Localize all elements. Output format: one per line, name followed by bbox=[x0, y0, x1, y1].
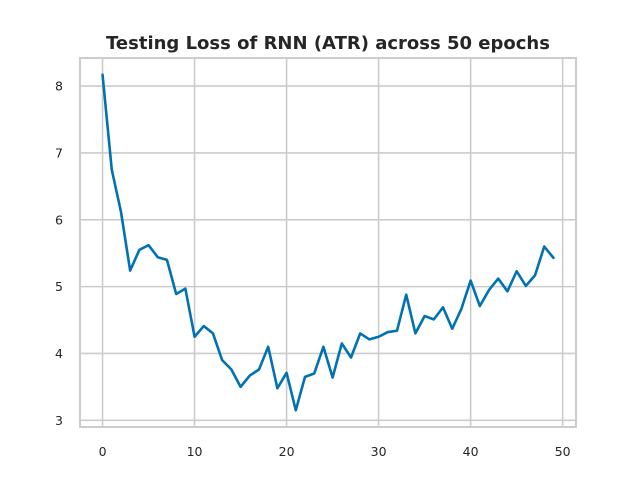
y-tick-label: 8 bbox=[55, 79, 63, 94]
y-tick-label: 5 bbox=[55, 279, 63, 294]
x-tick-label: 10 bbox=[187, 444, 203, 459]
series-layer bbox=[101, 73, 555, 412]
plot-frame bbox=[79, 57, 577, 428]
grid-lines bbox=[80, 58, 576, 427]
x-tick-label: 20 bbox=[279, 444, 295, 459]
y-tick-label: 7 bbox=[55, 145, 63, 160]
chart-title: Testing Loss of RNN (ATR) across 50 epoc… bbox=[106, 33, 550, 54]
y-axis-ticks: 3 4 5 6 7 8 bbox=[55, 79, 63, 428]
series-line bbox=[101, 73, 555, 412]
x-tick-label: 0 bbox=[99, 444, 107, 459]
x-tick-label: 50 bbox=[555, 444, 571, 459]
x-tick-label: 30 bbox=[371, 444, 387, 459]
y-tick-label: 6 bbox=[55, 212, 63, 227]
x-axis-ticks: 0 10 20 30 40 50 bbox=[99, 444, 571, 459]
y-tick-label: 4 bbox=[55, 346, 63, 361]
x-tick-label: 40 bbox=[463, 444, 479, 459]
y-tick-label: 3 bbox=[55, 413, 63, 428]
